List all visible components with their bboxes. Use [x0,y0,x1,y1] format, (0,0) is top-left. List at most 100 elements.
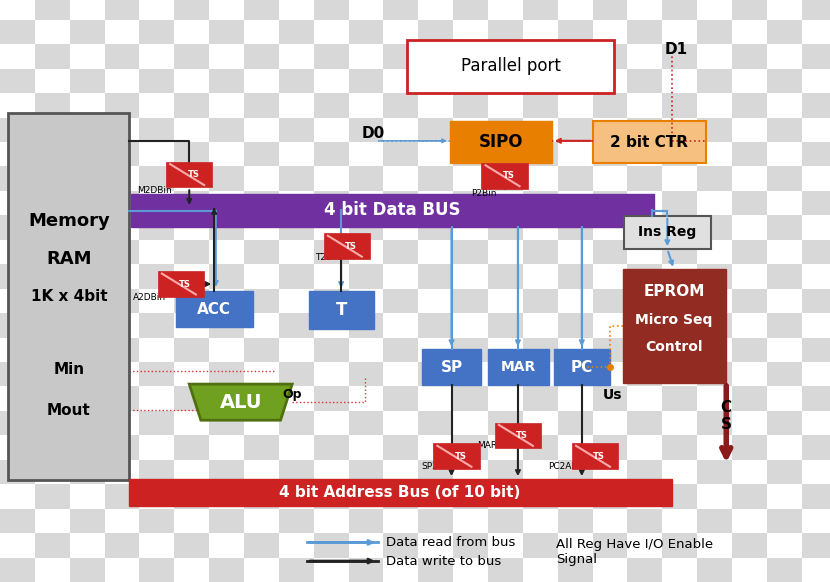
Bar [349,509,383,533]
Bar [558,215,593,240]
Bar [523,118,558,142]
Bar [244,240,279,264]
Bar [244,215,279,240]
Bar [627,20,662,44]
Bar [697,411,732,435]
Bar [418,460,453,484]
Bar [732,69,767,93]
Bar [314,0,349,20]
Bar [383,435,418,460]
Bar [279,44,314,69]
Bar [139,240,174,264]
Bar [35,191,70,215]
Bar [488,362,523,386]
Bar [8,113,129,480]
Bar [767,460,802,484]
Bar [0,411,35,435]
Bar [209,484,244,509]
Bar [0,289,35,313]
Text: TS: TS [345,242,357,251]
Bar [593,509,627,533]
Bar [105,93,139,118]
Bar [0,362,35,386]
Bar [244,69,279,93]
Bar [558,20,593,44]
Bar [0,93,35,118]
Bar [35,0,70,20]
Bar [279,533,314,558]
Bar [244,460,279,484]
Text: 2 bit CTR: 2 bit CTR [610,134,688,150]
Bar [209,44,244,69]
Text: D1: D1 [665,42,688,57]
Bar [349,289,383,313]
Bar [662,509,697,533]
Bar [593,142,627,166]
Bar [105,509,139,533]
Bar [732,558,767,582]
Bar [732,362,767,386]
Bar [0,386,35,411]
Bar [244,509,279,533]
Bar [139,411,174,435]
Bar [732,264,767,289]
Bar [349,533,383,558]
Bar [244,264,279,289]
Bar [35,558,70,582]
Bar [349,460,383,484]
Bar [802,191,830,215]
Bar [802,435,830,460]
Bar [732,215,767,240]
Bar [35,69,70,93]
Bar [558,166,593,191]
Bar [279,362,314,386]
Bar [662,142,697,166]
Bar [209,20,244,44]
Bar [523,411,558,435]
Bar [314,509,349,533]
Bar [174,484,209,509]
Bar [418,484,453,509]
Bar [627,93,662,118]
Bar [593,558,627,582]
Bar [662,435,697,460]
Bar [697,118,732,142]
Bar [418,289,453,313]
Bar [418,411,453,435]
Bar [383,386,418,411]
Bar [732,484,767,509]
Bar [523,93,558,118]
Bar [662,240,697,264]
Bar [139,435,174,460]
Bar [349,118,383,142]
Bar [662,69,697,93]
Bar [383,289,418,313]
Bar [383,0,418,20]
Bar [35,44,70,69]
Bar [453,215,488,240]
Text: TS: TS [455,452,466,461]
Bar [523,166,558,191]
Bar [558,435,593,460]
Bar [488,20,523,44]
Bar [70,338,105,362]
Bar [622,269,726,383]
Bar [139,289,174,313]
Bar [244,142,279,166]
Bar [383,166,418,191]
Bar [593,484,627,509]
Bar [209,509,244,533]
Bar [523,240,558,264]
Bar [697,191,732,215]
Bar [349,558,383,582]
Bar [105,264,139,289]
Bar [802,118,830,142]
Bar [383,215,418,240]
Bar [453,435,488,460]
Bar [244,93,279,118]
Bar [558,93,593,118]
Bar [488,142,523,166]
Bar [0,0,35,20]
Bar [105,142,139,166]
Bar [453,20,488,44]
